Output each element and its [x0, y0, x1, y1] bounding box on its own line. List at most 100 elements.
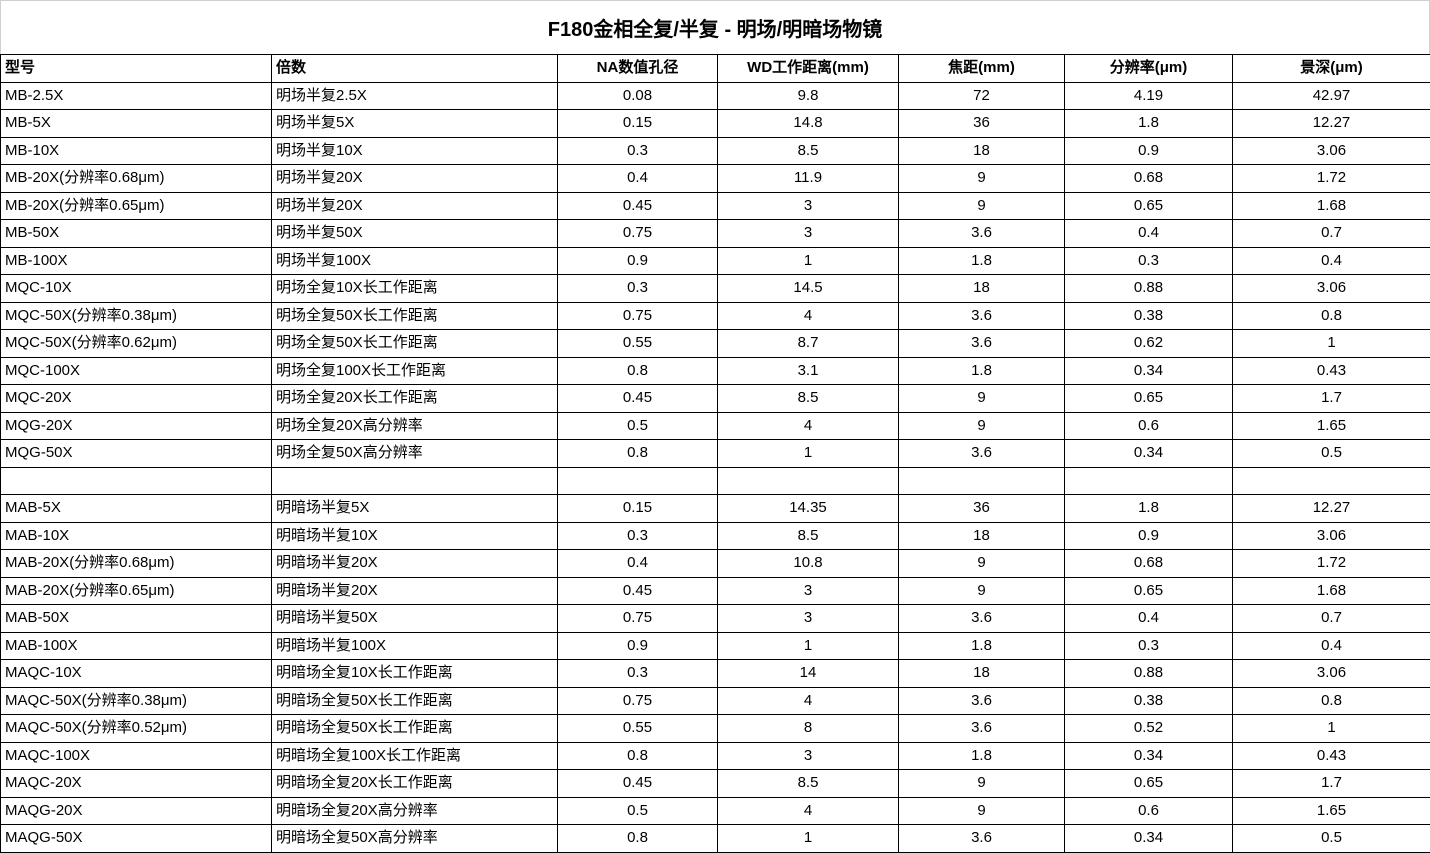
empty-cell	[1233, 467, 1430, 495]
cell-na: 0.4	[558, 550, 718, 578]
cell-fl: 1.8	[899, 742, 1065, 770]
column-header-res: 分辨率(μm)	[1065, 55, 1233, 83]
cell-mag: 明场半复100X	[272, 247, 558, 275]
cell-mag: 明场全复20X长工作距离	[272, 385, 558, 413]
empty-cell	[1, 467, 272, 495]
cell-fl: 36	[899, 110, 1065, 138]
column-header-na: NA数值孔径	[558, 55, 718, 83]
cell-dof: 1.65	[1233, 412, 1430, 440]
cell-res: 4.19	[1065, 82, 1233, 110]
cell-na: 0.15	[558, 110, 718, 138]
cell-fl: 9	[899, 412, 1065, 440]
cell-na: 0.75	[558, 605, 718, 633]
cell-na: 0.3	[558, 660, 718, 688]
table-row: MAB-5X明暗场半复5X0.1514.35361.812.27	[1, 495, 1430, 523]
cell-mag: 明场全复50X长工作距离	[272, 302, 558, 330]
cell-mag: 明场全复100X长工作距离	[272, 357, 558, 385]
table-row: MAQC-10X明暗场全复10X长工作距离0.314180.883.06	[1, 660, 1430, 688]
table-row: MAQG-20X明暗场全复20X高分辨率0.5490.61.65	[1, 797, 1430, 825]
cell-wd: 8.5	[718, 522, 899, 550]
column-header-model: 型号	[1, 55, 272, 83]
cell-model: MAQC-50X(分辨率0.52μm)	[1, 715, 272, 743]
cell-mag: 明暗场半复20X	[272, 577, 558, 605]
table-row: MB-20X(分辨率0.68μm)明场半复20X0.411.990.681.72	[1, 165, 1430, 193]
cell-na: 0.08	[558, 82, 718, 110]
table-row: MB-2.5X明场半复2.5X0.089.8724.1942.97	[1, 82, 1430, 110]
cell-fl: 9	[899, 797, 1065, 825]
cell-model: MQC-50X(分辨率0.62μm)	[1, 330, 272, 358]
table-row: MQC-50X(分辨率0.38μm)明场全复50X长工作距离0.7543.60.…	[1, 302, 1430, 330]
cell-na: 0.3	[558, 522, 718, 550]
empty-cell	[718, 467, 899, 495]
cell-wd: 8.5	[718, 770, 899, 798]
cell-mag: 明场半复10X	[272, 137, 558, 165]
cell-model: MB-2.5X	[1, 82, 272, 110]
cell-mag: 明场全复50X长工作距离	[272, 330, 558, 358]
cell-dof: 42.97	[1233, 82, 1430, 110]
cell-wd: 1	[718, 825, 899, 853]
cell-res: 0.68	[1065, 550, 1233, 578]
cell-mag: 明暗场半复100X	[272, 632, 558, 660]
cell-model: MQC-100X	[1, 357, 272, 385]
cell-na: 0.3	[558, 137, 718, 165]
cell-wd: 3	[718, 577, 899, 605]
table-row: MAQC-50X(分辨率0.52μm)明暗场全复50X长工作距离0.5583.6…	[1, 715, 1430, 743]
cell-mag: 明暗场半复50X	[272, 605, 558, 633]
cell-dof: 0.7	[1233, 605, 1430, 633]
cell-na: 0.4	[558, 165, 718, 193]
cell-mag: 明暗场半复20X	[272, 550, 558, 578]
cell-dof: 1.72	[1233, 165, 1430, 193]
empty-cell	[899, 467, 1065, 495]
cell-res: 0.9	[1065, 137, 1233, 165]
cell-mag: 明暗场半复5X	[272, 495, 558, 523]
table-empty-row	[1, 467, 1430, 495]
cell-wd: 1	[718, 247, 899, 275]
cell-dof: 0.4	[1233, 247, 1430, 275]
table-title: F180金相全复/半复 - 明场/明暗场物镜	[0, 0, 1430, 54]
cell-res: 0.9	[1065, 522, 1233, 550]
cell-wd: 3	[718, 742, 899, 770]
cell-model: MB-100X	[1, 247, 272, 275]
table-row: MB-10X明场半复10X0.38.5180.93.06	[1, 137, 1430, 165]
cell-mag: 明场全复50X高分辨率	[272, 440, 558, 468]
cell-fl: 18	[899, 522, 1065, 550]
cell-na: 0.45	[558, 192, 718, 220]
cell-fl: 9	[899, 385, 1065, 413]
cell-model: MAQG-20X	[1, 797, 272, 825]
spec-table: 型号倍数NA数值孔径WD工作距离(mm)焦距(mm)分辨率(μm)景深(μm) …	[0, 54, 1430, 853]
cell-dof: 1.68	[1233, 577, 1430, 605]
cell-mag: 明场半复2.5X	[272, 82, 558, 110]
cell-res: 0.88	[1065, 660, 1233, 688]
empty-cell	[272, 467, 558, 495]
cell-mag: 明暗场半复10X	[272, 522, 558, 550]
cell-wd: 3	[718, 192, 899, 220]
table-row: MQG-50X明场全复50X高分辨率0.813.60.340.5	[1, 440, 1430, 468]
cell-na: 0.9	[558, 247, 718, 275]
cell-na: 0.75	[558, 220, 718, 248]
cell-wd: 1	[718, 440, 899, 468]
cell-model: MAQC-20X	[1, 770, 272, 798]
cell-mag: 明暗场全复50X长工作距离	[272, 687, 558, 715]
cell-fl: 9	[899, 192, 1065, 220]
cell-res: 0.6	[1065, 797, 1233, 825]
cell-mag: 明场半复20X	[272, 192, 558, 220]
cell-dof: 0.5	[1233, 440, 1430, 468]
cell-fl: 3.6	[899, 330, 1065, 358]
cell-na: 0.5	[558, 797, 718, 825]
cell-model: MQC-50X(分辨率0.38μm)	[1, 302, 272, 330]
cell-mag: 明暗场全复50X高分辨率	[272, 825, 558, 853]
table-row: MAQG-50X明暗场全复50X高分辨率0.813.60.340.5	[1, 825, 1430, 853]
cell-fl: 18	[899, 275, 1065, 303]
cell-model: MQG-50X	[1, 440, 272, 468]
cell-na: 0.45	[558, 770, 718, 798]
cell-wd: 11.9	[718, 165, 899, 193]
cell-model: MB-10X	[1, 137, 272, 165]
cell-na: 0.9	[558, 632, 718, 660]
cell-wd: 3	[718, 605, 899, 633]
cell-res: 0.34	[1065, 357, 1233, 385]
cell-res: 1.8	[1065, 110, 1233, 138]
cell-dof: 3.06	[1233, 137, 1430, 165]
cell-dof: 0.43	[1233, 357, 1430, 385]
cell-fl: 3.6	[899, 440, 1065, 468]
cell-res: 0.38	[1065, 302, 1233, 330]
